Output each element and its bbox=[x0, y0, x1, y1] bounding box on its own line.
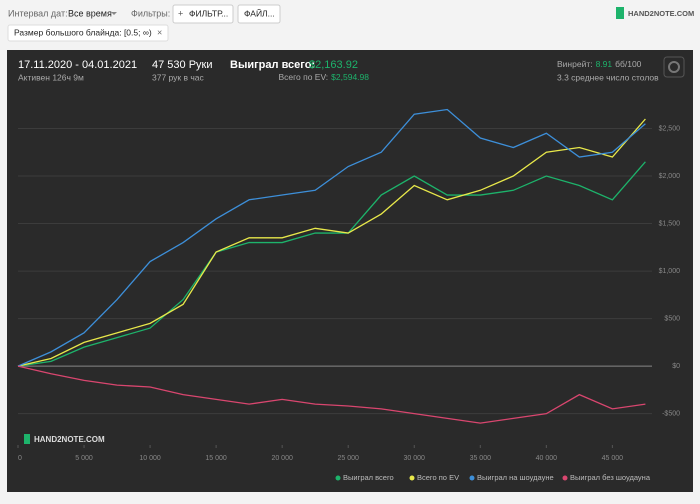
date-label: Интервал дат: bbox=[8, 8, 68, 18]
chip-label: Размер большого блайнда: [0.5; ∞) bbox=[14, 27, 152, 37]
ev-value: $2,594.98 bbox=[331, 72, 369, 82]
series-line bbox=[17, 161, 646, 367]
plus: + bbox=[178, 8, 183, 18]
date-select[interactable]: Все время bbox=[68, 8, 112, 18]
period: 17.11.2020 - 04.01.2021 bbox=[18, 59, 137, 71]
watermark: HAND2NOTE.COM bbox=[34, 435, 105, 444]
x-tick-label: 30 000 bbox=[404, 455, 426, 462]
y-tick-label: $2,000 bbox=[659, 173, 681, 180]
winrate-label: Винрейт: bbox=[557, 59, 593, 69]
legend-marker bbox=[335, 475, 341, 481]
file-button-label: ФАЙЛ... bbox=[244, 7, 275, 18]
x-tick-label: 25 000 bbox=[337, 455, 359, 462]
x-tick-label: 45 000 bbox=[602, 455, 624, 462]
file-button[interactable] bbox=[237, 4, 281, 24]
settings-button[interactable] bbox=[663, 56, 685, 78]
legend-marker bbox=[469, 475, 475, 481]
x-tick-label: 35 000 bbox=[470, 455, 492, 462]
winrate: Винрейт: 8.91 бб/100 bbox=[557, 59, 642, 69]
tables: 3.3 среднее число столов bbox=[557, 72, 659, 82]
legend-label: Выиграл на шоудауне bbox=[477, 473, 554, 482]
series-line bbox=[17, 108, 646, 367]
won-label: Выиграл всего: bbox=[230, 59, 315, 71]
hands-per-hour: 377 рук в час bbox=[152, 72, 205, 82]
hands: 47 530 Руки bbox=[152, 59, 213, 71]
series-line bbox=[17, 365, 646, 424]
won-value: $2,163.92 bbox=[309, 59, 358, 71]
y-tick-label: -$500 bbox=[662, 410, 680, 417]
logo: HAND2NOTE.COM bbox=[628, 9, 694, 18]
ev-label: Всего по EV: $2,594.98 bbox=[278, 72, 369, 82]
logo-icon bbox=[616, 7, 624, 19]
series-line bbox=[17, 118, 646, 367]
watermark-icon bbox=[24, 434, 30, 444]
chip-close[interactable]: × bbox=[157, 27, 162, 37]
legend-label: Выиграл без шоудауна bbox=[570, 473, 651, 482]
ev-label-text: Всего по EV: bbox=[278, 72, 328, 82]
winrate-value: 8.91 bbox=[596, 59, 613, 69]
x-tick-label: 20 000 bbox=[271, 455, 293, 462]
filter-button[interactable] bbox=[172, 4, 234, 24]
filter-button-label: ФИЛЬТР... bbox=[189, 8, 228, 18]
filters-label: Фильтры: bbox=[131, 8, 170, 18]
x-tick-label: 10 000 bbox=[139, 455, 161, 462]
y-tick-label: $0 bbox=[672, 363, 680, 370]
y-tick-label: $2,500 bbox=[659, 125, 681, 132]
gear-icon bbox=[668, 61, 680, 73]
legend-label: Всего по EV bbox=[417, 473, 459, 482]
y-tick-label: $1,000 bbox=[659, 268, 681, 275]
legend-marker bbox=[562, 475, 568, 481]
legend-marker bbox=[409, 475, 415, 481]
legend-label: Выиграл всего bbox=[343, 473, 394, 482]
winrate-unit: бб/100 bbox=[615, 59, 642, 69]
dropdown-arrow bbox=[111, 12, 117, 15]
x-tick-label: 0 bbox=[18, 455, 22, 462]
active: Активен 126ч 9м bbox=[18, 72, 84, 82]
y-tick-label: $1,500 bbox=[659, 220, 681, 227]
x-tick-label: 15 000 bbox=[205, 455, 227, 462]
x-tick-label: 5 000 bbox=[75, 455, 93, 462]
x-tick-label: 40 000 bbox=[536, 455, 558, 462]
filter-chip[interactable] bbox=[7, 24, 169, 42]
y-tick-label: $500 bbox=[664, 315, 680, 322]
